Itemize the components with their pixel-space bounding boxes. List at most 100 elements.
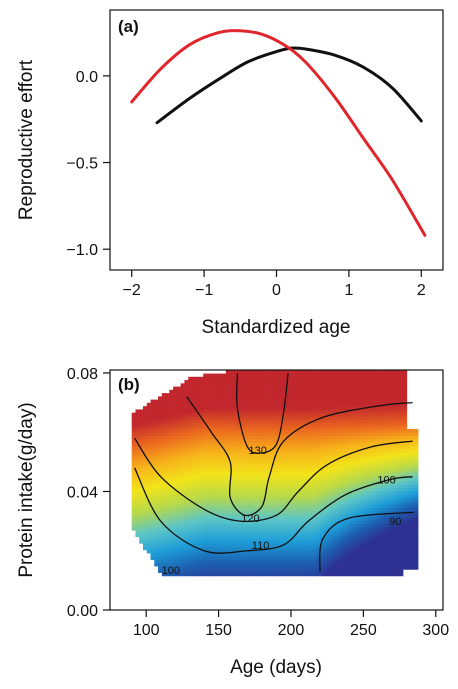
heatmap-cell: [410, 549, 415, 554]
heatmap-cell: [188, 500, 193, 505]
heatmap-cell: [286, 409, 291, 414]
heatmap-cell: [278, 422, 283, 427]
heatmap-cell: [376, 432, 381, 437]
heatmap-cell: [199, 539, 204, 544]
heatmap-cell: [357, 425, 362, 430]
heatmap-cell: [203, 455, 208, 459]
heatmap-cell: [244, 546, 250, 551]
heatmap-cell: [372, 383, 377, 388]
heatmap-cell: [210, 520, 216, 525]
heatmap-cell: [244, 549, 250, 554]
heatmap-cell: [398, 451, 404, 456]
heatmap-cell: [255, 520, 261, 525]
heatmap-cell: [346, 402, 351, 407]
panel-a-series: [130, 29, 427, 237]
heatmap-cell: [308, 406, 313, 411]
heatmap-cell: [214, 474, 219, 479]
heatmap-cell: [410, 451, 415, 456]
heatmap-cell: [229, 468, 234, 472]
heatmap-cell: [274, 422, 280, 427]
heatmap-cell: [297, 468, 302, 472]
heatmap-cell: [180, 428, 186, 433]
heatmap-cell: [165, 552, 170, 557]
heatmap-cell: [173, 523, 178, 528]
heatmap-cell: [165, 523, 170, 528]
heatmap-cell: [316, 406, 321, 411]
heatmap-cell: [350, 490, 355, 495]
heatmap-cell: [350, 572, 355, 577]
a-y-tick-label: −0.5: [66, 156, 98, 173]
heatmap-cell: [222, 552, 227, 557]
heatmap-cell: [203, 442, 208, 446]
heatmap-cell: [131, 458, 137, 463]
heatmap-cell: [319, 546, 325, 551]
heatmap-cell: [414, 451, 419, 456]
heatmap-cell: [361, 497, 366, 502]
heatmap-cell: [146, 494, 152, 499]
heatmap-cell: [372, 435, 377, 440]
heatmap-cell: [274, 487, 280, 492]
heatmap-cell: [346, 513, 351, 518]
heatmap-cell: [176, 513, 182, 518]
heatmap-cell: [169, 435, 174, 440]
heatmap-cell: [188, 438, 193, 443]
heatmap-cell: [176, 556, 182, 560]
heatmap-cell: [350, 507, 355, 512]
heatmap-cell: [210, 461, 216, 466]
heatmap-cell: [191, 471, 197, 476]
heatmap-cell: [214, 448, 219, 453]
heatmap-cell: [240, 468, 246, 472]
heatmap-cell: [161, 484, 167, 489]
heatmap-cell: [278, 494, 283, 499]
heatmap-cell: [271, 565, 276, 570]
heatmap-cell: [346, 425, 351, 430]
heatmap-cell: [229, 389, 234, 394]
heatmap-cell: [173, 565, 178, 570]
heatmap-cell: [297, 543, 302, 547]
heatmap-cell: [278, 572, 283, 577]
heatmap-cell: [158, 530, 163, 534]
heatmap-cell: [274, 497, 280, 502]
heatmap-cell: [244, 425, 250, 430]
heatmap-cell: [402, 422, 408, 427]
heatmap-cell: [158, 425, 163, 430]
heatmap-cell: [342, 406, 347, 411]
b-x-tick-label: 100: [133, 622, 160, 639]
heatmap-cell: [233, 409, 238, 414]
heatmap-cell: [372, 562, 377, 567]
heatmap-cell: [361, 389, 366, 394]
heatmap-cell: [361, 471, 366, 476]
heatmap-cell: [244, 490, 250, 495]
heatmap-cell: [161, 494, 167, 499]
heatmap-cell: [222, 396, 227, 401]
heatmap-cell: [263, 572, 268, 577]
heatmap-cell: [316, 546, 321, 551]
heatmap-cell: [286, 471, 291, 476]
heatmap-cell: [410, 530, 415, 534]
heatmap-cell: [387, 484, 393, 489]
heatmap-cell: [278, 507, 283, 512]
heatmap-cell: [357, 526, 362, 531]
heatmap-cell: [368, 536, 374, 541]
heatmap-cell: [135, 461, 140, 466]
heatmap-cell: [327, 513, 332, 518]
heatmap-cell: [225, 461, 231, 466]
heatmap-cell: [255, 425, 261, 430]
heatmap-cell: [301, 461, 306, 466]
heatmap-cell: [365, 526, 370, 531]
heatmap-cell: [391, 393, 396, 397]
heatmap-cell: [395, 435, 400, 440]
heatmap-cell: [334, 513, 340, 518]
heatmap-cell: [143, 412, 148, 417]
heatmap-cell: [233, 428, 238, 433]
heatmap-cell: [214, 530, 219, 534]
heatmap-cell: [387, 438, 393, 443]
heatmap-cell: [225, 402, 231, 407]
heatmap-cell: [402, 484, 408, 489]
heatmap-cell: [350, 539, 355, 544]
heatmap-cell: [191, 539, 197, 544]
heatmap-cell: [207, 432, 212, 437]
heatmap-cell: [176, 526, 182, 531]
heatmap-cell: [395, 399, 400, 404]
heatmap-cell: [353, 474, 359, 479]
